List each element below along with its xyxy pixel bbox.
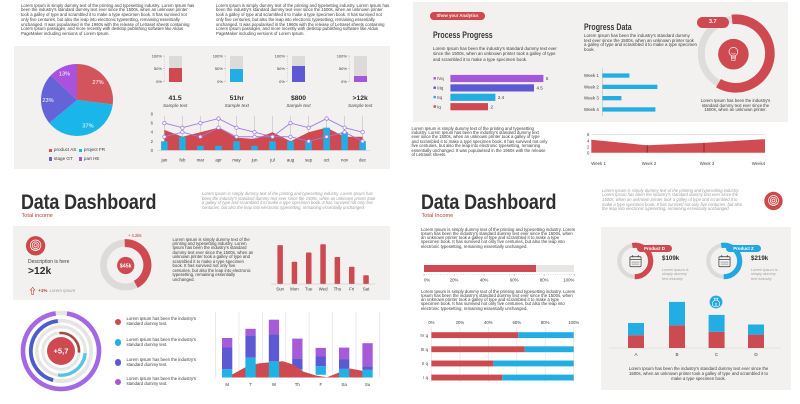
svg-text:IV q: IV q xyxy=(420,333,428,338)
svg-text:mar: mar xyxy=(197,158,205,163)
svg-text:T: T xyxy=(249,382,252,387)
svg-text:feb: feb xyxy=(179,158,186,163)
svg-text:37%: 37% xyxy=(82,124,93,130)
svg-text:Thu: Thu xyxy=(334,287,342,292)
svg-text:4: 4 xyxy=(587,138,590,143)
svg-text:jun: jun xyxy=(251,158,258,163)
svg-text:0%: 0% xyxy=(428,320,434,325)
svg-text:0%: 0% xyxy=(279,79,285,84)
svg-text:Iq: Iq xyxy=(437,104,441,109)
svg-text:0: 0 xyxy=(151,148,154,153)
svg-text:Sun: Sun xyxy=(276,287,284,292)
svg-text:C: C xyxy=(715,352,719,357)
svg-text:nov: nov xyxy=(341,158,349,163)
svg-text:50%: 50% xyxy=(339,66,347,71)
svg-text:4: 4 xyxy=(151,130,154,135)
svg-text:Week 2: Week 2 xyxy=(584,84,599,89)
svg-text:23%: 23% xyxy=(42,98,53,104)
svg-text:oct: oct xyxy=(324,158,331,163)
svg-text:F: F xyxy=(319,382,322,387)
svg-text:jan: jan xyxy=(160,158,167,163)
svg-text:100%: 100% xyxy=(213,54,224,59)
svg-text:50%: 50% xyxy=(215,66,223,71)
svg-text:B: B xyxy=(675,352,678,357)
svg-text:2: 2 xyxy=(491,104,494,109)
svg-text:2: 2 xyxy=(587,144,590,149)
svg-text:0%: 0% xyxy=(424,278,430,283)
svg-text:8: 8 xyxy=(151,112,154,117)
svg-text:apr: apr xyxy=(215,158,222,163)
svg-text:M: M xyxy=(225,382,229,387)
svg-text:IIIq: IIIq xyxy=(437,86,444,91)
svg-text:0%: 0% xyxy=(341,79,347,84)
svg-text:2.4: 2.4 xyxy=(498,95,505,100)
svg-text:Mon: Mon xyxy=(290,287,299,292)
svg-text:50%: 50% xyxy=(154,66,162,71)
svg-text:27%: 27% xyxy=(92,80,103,86)
svg-text:100%: 100% xyxy=(563,278,574,283)
svg-text:Wed: Wed xyxy=(319,287,329,292)
svg-text:0: 0 xyxy=(587,151,590,156)
svg-text:0%: 0% xyxy=(156,79,162,84)
svg-text:50%: 50% xyxy=(277,66,285,71)
svg-text:5: 5 xyxy=(546,76,549,81)
svg-text:A: A xyxy=(634,352,638,357)
svg-text:100%: 100% xyxy=(568,320,579,325)
svg-text:100%: 100% xyxy=(336,54,347,59)
svg-text:Week4: Week4 xyxy=(752,161,766,166)
svg-text:Su: Su xyxy=(365,382,371,387)
svg-text:20%: 20% xyxy=(456,320,465,325)
svg-text:Week 4: Week 4 xyxy=(584,107,599,112)
svg-text:aug: aug xyxy=(287,158,295,163)
svg-text:II q: II q xyxy=(422,361,429,366)
svg-text:20%: 20% xyxy=(450,278,459,283)
svg-text:Sat: Sat xyxy=(363,287,370,292)
svg-text:Week 3: Week 3 xyxy=(584,96,599,101)
svg-text:Week 2: Week 2 xyxy=(642,161,657,166)
svg-text:Week 1: Week 1 xyxy=(584,73,599,78)
svg-text:Sa: Sa xyxy=(341,382,347,387)
svg-text:60%: 60% xyxy=(512,320,521,325)
svg-text:0%: 0% xyxy=(217,79,223,84)
svg-text:6: 6 xyxy=(587,132,590,137)
svg-text:Tue: Tue xyxy=(305,287,313,292)
svg-text:$45k: $45k xyxy=(120,264,132,270)
svg-text:Week 1: Week 1 xyxy=(591,161,606,166)
svg-text:sep: sep xyxy=(305,158,313,163)
svg-text:80%: 80% xyxy=(540,278,549,283)
svg-text:W: W xyxy=(272,382,277,387)
svg-text:Fri: Fri xyxy=(349,287,354,292)
svg-text:80%: 80% xyxy=(541,320,550,325)
svg-text:may: may xyxy=(232,158,241,163)
svg-text:dec: dec xyxy=(359,158,367,163)
svg-text:IVq: IVq xyxy=(437,76,444,81)
svg-text:Th: Th xyxy=(295,382,301,387)
svg-text:III q: III q xyxy=(421,347,429,352)
svg-text:I q: I q xyxy=(423,375,428,380)
svg-text:Week 3: Week 3 xyxy=(700,161,715,166)
svg-text:IIq: IIq xyxy=(437,95,442,100)
svg-text:13%: 13% xyxy=(59,72,70,78)
svg-text:40%: 40% xyxy=(484,320,493,325)
svg-text:$: $ xyxy=(715,303,717,307)
svg-text:jul: jul xyxy=(269,158,274,163)
svg-text:100%: 100% xyxy=(275,54,286,59)
svg-text:2: 2 xyxy=(151,139,154,144)
svg-text:4.5: 4.5 xyxy=(537,86,544,91)
svg-text:6: 6 xyxy=(151,121,154,126)
svg-text:100%: 100% xyxy=(151,54,162,59)
svg-text:D: D xyxy=(754,352,758,357)
svg-text:60%: 60% xyxy=(510,278,519,283)
svg-text:40%: 40% xyxy=(480,278,489,283)
svg-text:+5,7: +5,7 xyxy=(54,347,69,356)
